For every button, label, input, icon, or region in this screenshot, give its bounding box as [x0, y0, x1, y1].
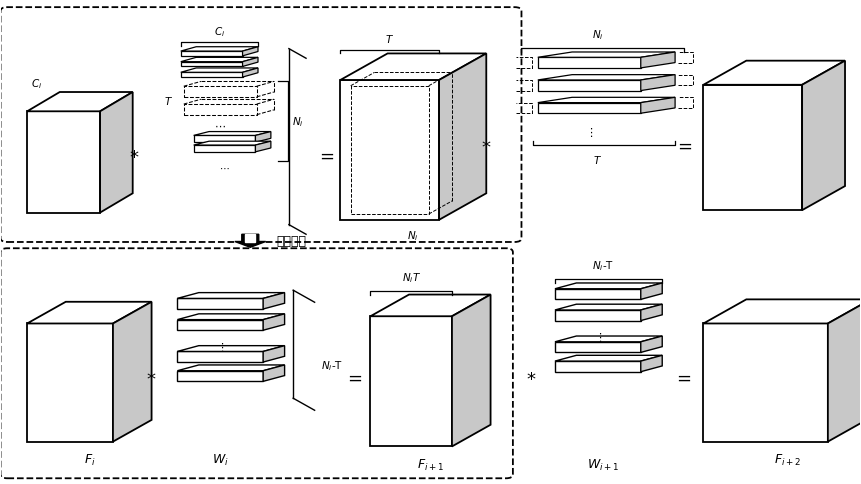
Polygon shape: [703, 300, 861, 324]
Polygon shape: [641, 98, 675, 114]
Polygon shape: [555, 362, 641, 372]
Polygon shape: [538, 58, 641, 69]
Polygon shape: [28, 324, 113, 442]
Polygon shape: [538, 76, 675, 81]
Text: 模型压缩: 模型压缩: [276, 235, 306, 248]
Polygon shape: [538, 104, 641, 114]
Polygon shape: [263, 314, 285, 331]
Polygon shape: [245, 235, 256, 242]
Text: $=$: $=$: [672, 368, 691, 386]
Polygon shape: [177, 320, 263, 331]
Polygon shape: [194, 132, 271, 136]
Polygon shape: [555, 342, 641, 353]
Polygon shape: [703, 86, 802, 211]
Text: $T$: $T$: [385, 33, 394, 45]
Polygon shape: [177, 346, 285, 352]
Polygon shape: [641, 356, 662, 372]
Polygon shape: [641, 304, 662, 321]
Polygon shape: [194, 142, 271, 146]
Polygon shape: [177, 365, 285, 371]
Polygon shape: [641, 53, 675, 69]
Text: $N_i$-T: $N_i$-T: [320, 358, 343, 372]
Polygon shape: [703, 61, 845, 86]
Polygon shape: [538, 98, 675, 104]
Polygon shape: [555, 284, 662, 289]
Polygon shape: [177, 299, 263, 309]
Polygon shape: [243, 69, 258, 78]
Text: $F_{i+2}$: $F_{i+2}$: [773, 452, 801, 468]
Text: $\vdots$: $\vdots$: [594, 331, 602, 344]
Polygon shape: [289, 49, 306, 235]
Text: $\vdots$: $\vdots$: [216, 340, 225, 353]
Polygon shape: [100, 93, 133, 213]
Polygon shape: [828, 300, 861, 442]
Polygon shape: [555, 356, 662, 362]
Polygon shape: [177, 314, 285, 320]
Polygon shape: [28, 302, 152, 324]
Polygon shape: [538, 53, 675, 58]
Polygon shape: [243, 47, 258, 57]
Polygon shape: [177, 352, 263, 363]
Text: $W_{i+1}$: $W_{i+1}$: [587, 457, 619, 472]
Polygon shape: [28, 112, 100, 213]
Polygon shape: [177, 371, 263, 381]
Text: $\vdots$: $\vdots$: [585, 125, 593, 138]
Polygon shape: [370, 317, 452, 447]
Text: $=$: $=$: [317, 146, 335, 165]
Polygon shape: [555, 304, 662, 310]
Polygon shape: [263, 346, 285, 363]
Polygon shape: [235, 235, 266, 248]
Polygon shape: [256, 142, 271, 152]
Text: $N_i$: $N_i$: [592, 29, 604, 42]
Text: $\cdots$: $\cdots$: [214, 121, 226, 131]
Text: $T$: $T$: [593, 153, 603, 166]
Polygon shape: [113, 302, 152, 442]
Text: $=$: $=$: [674, 137, 693, 155]
Polygon shape: [181, 69, 258, 73]
Text: $F_{i+1}$: $F_{i+1}$: [417, 457, 444, 472]
Polygon shape: [555, 289, 641, 300]
Polygon shape: [243, 58, 258, 67]
Polygon shape: [263, 365, 285, 381]
Polygon shape: [181, 73, 243, 78]
Text: $W_i$: $W_i$: [212, 452, 229, 468]
Text: $C_i$: $C_i$: [214, 25, 225, 39]
Polygon shape: [194, 146, 256, 152]
Polygon shape: [641, 76, 675, 91]
Polygon shape: [439, 54, 486, 220]
Polygon shape: [263, 293, 285, 309]
Polygon shape: [181, 52, 243, 57]
Polygon shape: [181, 62, 243, 67]
Polygon shape: [340, 81, 439, 220]
Text: $F_i$: $F_i$: [84, 452, 96, 468]
Text: $=$: $=$: [344, 368, 362, 386]
Polygon shape: [340, 54, 486, 81]
Polygon shape: [28, 93, 133, 112]
Polygon shape: [641, 336, 662, 353]
Polygon shape: [555, 336, 662, 342]
Polygon shape: [177, 293, 285, 299]
Polygon shape: [181, 47, 258, 52]
Text: $T$: $T$: [164, 95, 173, 107]
Text: $N_iT$: $N_iT$: [401, 271, 421, 284]
Polygon shape: [538, 81, 641, 91]
Polygon shape: [452, 295, 491, 447]
Polygon shape: [370, 295, 491, 317]
Text: $C_i$: $C_i$: [32, 76, 43, 91]
Polygon shape: [256, 132, 271, 143]
Text: $*$: $*$: [146, 368, 157, 386]
Polygon shape: [802, 61, 845, 211]
Text: $N_i$: $N_i$: [292, 115, 304, 129]
Polygon shape: [181, 58, 258, 62]
Text: $*$: $*$: [481, 137, 492, 155]
Polygon shape: [641, 284, 662, 300]
Text: $N_i$-T: $N_i$-T: [592, 259, 614, 273]
Text: $\cdots$: $\cdots$: [220, 163, 230, 173]
Text: $N_i$: $N_i$: [407, 229, 419, 243]
Polygon shape: [703, 324, 828, 442]
Polygon shape: [194, 136, 256, 143]
Text: $*$: $*$: [129, 146, 139, 165]
Text: $*$: $*$: [526, 368, 536, 386]
Polygon shape: [555, 310, 641, 321]
